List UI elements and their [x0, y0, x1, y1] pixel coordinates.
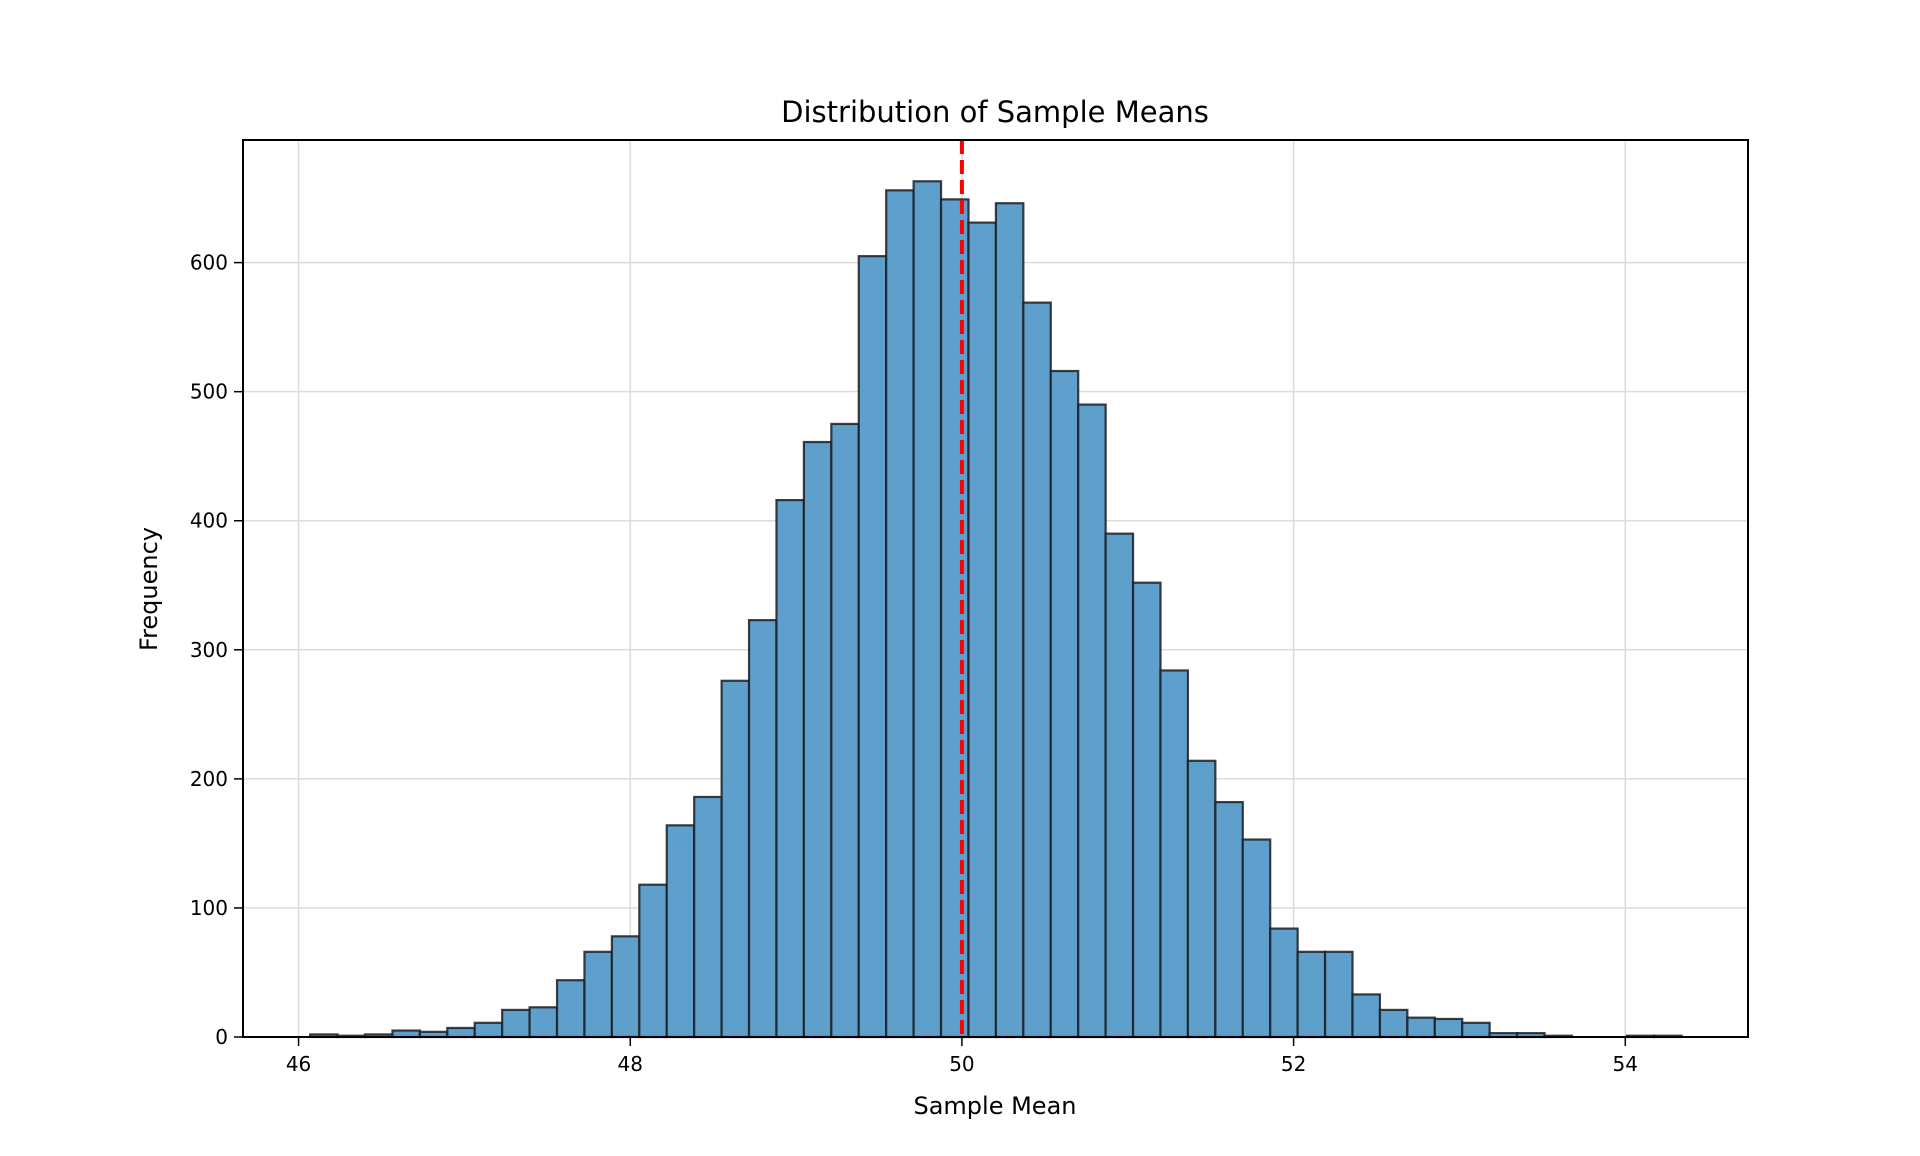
histogram-bar — [747, 619, 778, 1039]
histogram-bar — [610, 935, 641, 1039]
y-tick-label: 0 — [215, 1025, 228, 1049]
histogram-bar — [720, 679, 751, 1039]
x-axis-ticks: 46 48 50 52 54 — [286, 1037, 1638, 1076]
x-tick-label: 46 — [286, 1052, 311, 1076]
histogram-bar — [1049, 369, 1080, 1039]
histogram-bar — [583, 950, 613, 1039]
histogram-bar — [1241, 838, 1272, 1039]
histogram-bars — [309, 180, 1683, 1039]
x-tick-label: 54 — [1613, 1052, 1638, 1076]
histogram-bar — [885, 189, 915, 1039]
chart-title: Distribution of Sample Means — [781, 95, 1209, 129]
histogram-bar — [1461, 1021, 1491, 1039]
histogram-bar — [1296, 950, 1327, 1039]
histogram-bar — [1022, 301, 1052, 1039]
y-tick-label: 600 — [190, 251, 228, 275]
histogram-bar — [830, 422, 860, 1039]
histogram-bar — [555, 979, 586, 1039]
histogram-bar — [802, 440, 833, 1039]
histogram-bar — [665, 824, 696, 1039]
histogram-bar — [1077, 403, 1107, 1039]
histogram-bar — [939, 198, 970, 1039]
histogram-bar — [1351, 993, 1382, 1039]
y-tick-label: 100 — [190, 896, 228, 920]
x-axis-label: Sample Mean — [913, 1092, 1076, 1120]
histogram-bar — [994, 202, 1025, 1039]
histogram-bar — [1186, 759, 1217, 1039]
histogram-bar — [1159, 669, 1190, 1039]
x-tick-label: 52 — [1281, 1052, 1306, 1076]
histogram-bar — [1433, 1017, 1464, 1039]
plot-frame — [242, 139, 1749, 1038]
y-tick-label: 500 — [190, 380, 228, 404]
y-axis-label: Frequency — [135, 527, 163, 651]
histogram-bar — [693, 795, 723, 1039]
histogram-bar — [1323, 950, 1354, 1039]
y-tick-label: 400 — [190, 509, 228, 533]
x-tick-label: 50 — [949, 1052, 974, 1076]
histogram-bar — [1269, 927, 1299, 1039]
histogram-bar — [501, 1008, 531, 1039]
y-tick-label: 300 — [190, 638, 228, 662]
histogram-bar — [638, 883, 668, 1039]
histogram-bar — [775, 498, 806, 1039]
histogram-bar — [1406, 1016, 1436, 1039]
histogram-bar — [967, 221, 998, 1039]
x-tick-label: 48 — [618, 1052, 643, 1076]
histogram-bar — [1104, 532, 1135, 1039]
histogram-bar — [1214, 801, 1244, 1039]
histogram-bar — [528, 1006, 559, 1039]
histogram-bar — [857, 255, 888, 1039]
histogram-bar — [912, 180, 943, 1039]
y-axis-ticks: 0 100 200 300 400 500 600 — [190, 251, 243, 1049]
histogram-bar — [1131, 581, 1162, 1039]
y-tick-label: 200 — [190, 767, 228, 791]
histogram-bar — [446, 1026, 476, 1039]
histogram-bar — [473, 1021, 504, 1039]
histogram-bar — [1378, 1008, 1409, 1039]
